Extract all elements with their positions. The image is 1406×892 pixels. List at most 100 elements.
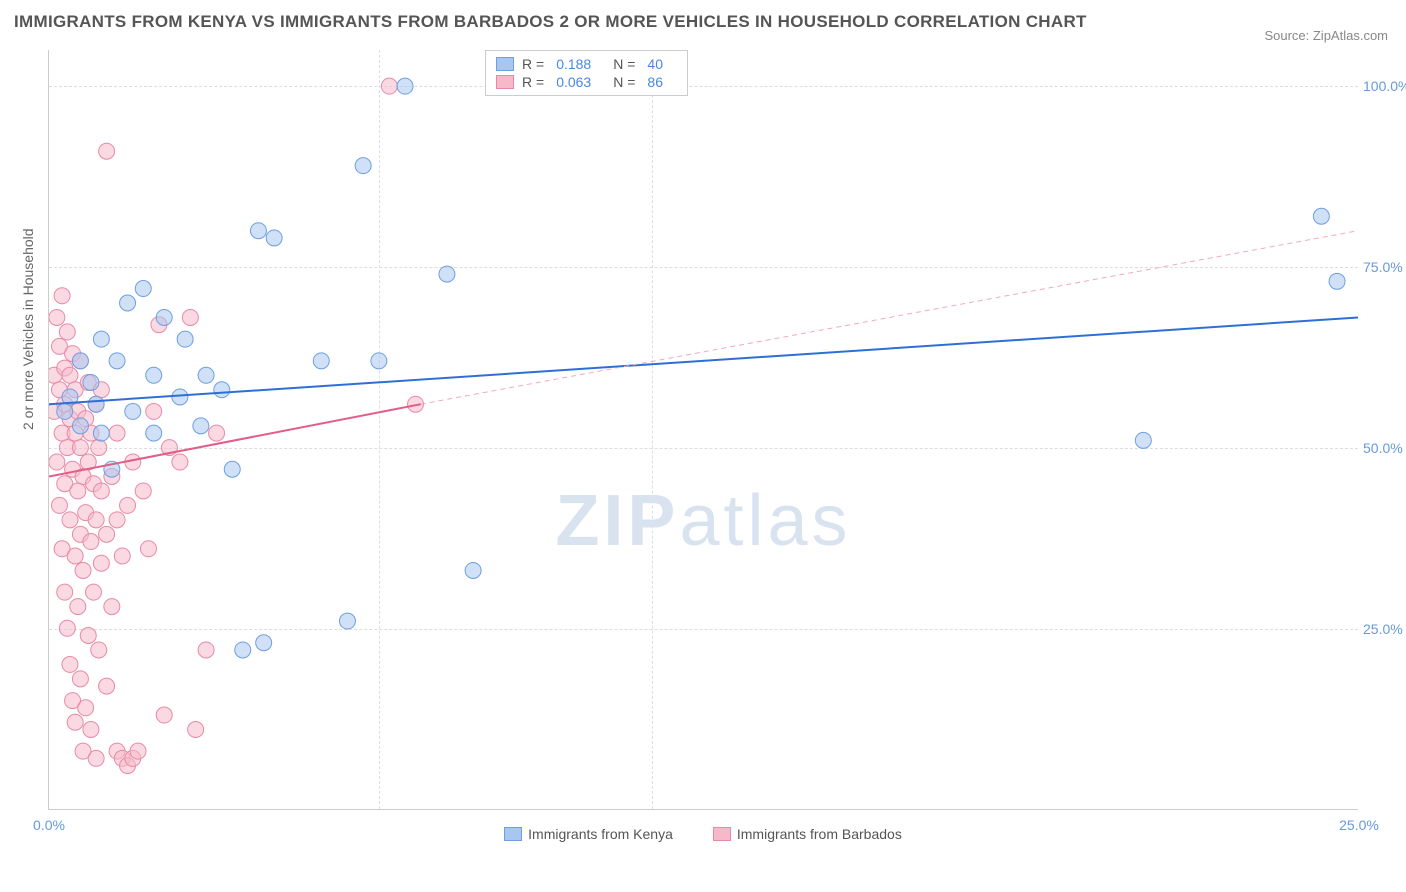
scatter-svg (49, 50, 1358, 809)
legend-n-label: N = (613, 74, 635, 90)
data-point (99, 143, 115, 159)
chart-container: IMMIGRANTS FROM KENYA VS IMMIGRANTS FROM… (0, 0, 1406, 892)
data-point (109, 425, 125, 441)
data-point (62, 512, 78, 528)
data-point (57, 584, 73, 600)
chart-title: IMMIGRANTS FROM KENYA VS IMMIGRANTS FROM… (14, 12, 1087, 32)
data-point (209, 425, 225, 441)
data-point (104, 599, 120, 615)
data-point (355, 158, 371, 174)
data-point (72, 440, 88, 456)
data-point (198, 642, 214, 658)
data-point (156, 707, 172, 723)
data-point (70, 483, 86, 499)
data-point (235, 642, 251, 658)
data-point (397, 78, 413, 94)
legend-label: Immigrants from Barbados (737, 826, 902, 842)
legend-n-value: 40 (647, 56, 663, 72)
regression-line (49, 317, 1358, 404)
data-point (93, 331, 109, 347)
data-point (130, 743, 146, 759)
data-point (256, 635, 272, 651)
data-point (49, 309, 65, 325)
data-point (1329, 273, 1345, 289)
legend-r-label: R = (522, 74, 544, 90)
data-point (72, 418, 88, 434)
data-point (67, 548, 83, 564)
legend-row: R = 0.188 N = 40 (496, 55, 677, 73)
data-point (80, 628, 96, 644)
data-point (381, 78, 397, 94)
data-point (140, 541, 156, 557)
data-point (146, 425, 162, 441)
data-point (83, 375, 99, 391)
data-point (93, 555, 109, 571)
data-point (156, 309, 172, 325)
data-point (135, 281, 151, 297)
regression-line-dashed (421, 231, 1358, 404)
data-point (135, 483, 151, 499)
data-point (88, 750, 104, 766)
legend-swatch (496, 75, 514, 89)
legend-swatch (504, 827, 522, 841)
legend-r-value: 0.188 (556, 56, 591, 72)
data-point (93, 483, 109, 499)
data-point (114, 548, 130, 564)
data-point (109, 512, 125, 528)
data-point (224, 461, 240, 477)
data-point (54, 288, 70, 304)
legend-item: Immigrants from Barbados (713, 826, 902, 842)
correlation-legend: R =0.188N =40R =0.063N =86 (485, 50, 688, 96)
plot-area: ZIPatlas 25.0%50.0%75.0%100.0%0.0%25.0% (48, 50, 1358, 810)
y-tick-label: 100.0% (1363, 78, 1406, 94)
data-point (266, 230, 282, 246)
legend-n-value: 86 (647, 74, 663, 90)
data-point (88, 396, 104, 412)
y-tick-label: 75.0% (1363, 259, 1406, 275)
data-point (1135, 432, 1151, 448)
data-point (99, 526, 115, 542)
data-point (146, 367, 162, 383)
data-point (182, 309, 198, 325)
data-point (83, 721, 99, 737)
data-point (91, 642, 107, 658)
source-label: Source: ZipAtlas.com (1264, 28, 1388, 43)
data-point (62, 656, 78, 672)
data-point (193, 418, 209, 434)
data-point (88, 512, 104, 528)
data-point (313, 353, 329, 369)
legend-r-label: R = (522, 56, 544, 72)
data-point (91, 440, 107, 456)
data-point (146, 403, 162, 419)
data-point (57, 403, 73, 419)
data-point (177, 331, 193, 347)
legend-item: Immigrants from Kenya (504, 826, 673, 842)
data-point (125, 403, 141, 419)
data-point (83, 534, 99, 550)
data-point (172, 389, 188, 405)
y-tick-label: 25.0% (1363, 621, 1406, 637)
data-point (1313, 208, 1329, 224)
data-point (120, 497, 136, 513)
data-point (78, 700, 94, 716)
legend-swatch (713, 827, 731, 841)
data-point (120, 295, 136, 311)
data-point (465, 562, 481, 578)
data-point (188, 721, 204, 737)
legend-row: R =0.063N =86 (496, 73, 677, 91)
data-point (198, 367, 214, 383)
data-point (250, 223, 266, 239)
legend-n-label: N = (613, 56, 635, 72)
data-point (62, 367, 78, 383)
data-point (339, 613, 355, 629)
data-point (99, 678, 115, 694)
data-point (172, 454, 188, 470)
data-point (51, 497, 67, 513)
data-point (109, 353, 125, 369)
data-point (214, 382, 230, 398)
data-point (93, 425, 109, 441)
data-point (72, 671, 88, 687)
legend-label: Immigrants from Kenya (528, 826, 673, 842)
data-point (439, 266, 455, 282)
data-point (70, 599, 86, 615)
